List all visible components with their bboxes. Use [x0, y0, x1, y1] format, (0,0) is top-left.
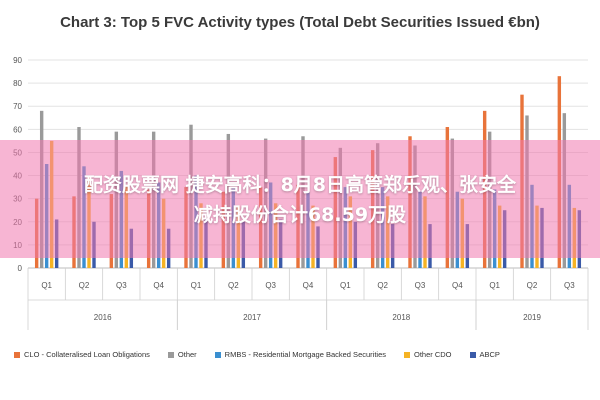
x-tick-label: Q3 — [415, 281, 426, 290]
y-tick-label: 70 — [13, 102, 22, 111]
x-tick-label: Q3 — [265, 281, 276, 290]
banner-line-2: 减持股份合计68.59万股 — [193, 204, 407, 226]
x-tick-label: Q2 — [228, 281, 239, 290]
legend-label: ABCP — [479, 350, 500, 359]
year-label: 2017 — [243, 313, 261, 322]
year-label: 2019 — [523, 313, 541, 322]
y-tick-label: 60 — [13, 125, 22, 134]
chart-legend: CLO - Collateralised Loan Obligations Oth… — [14, 350, 594, 359]
x-tick-label: Q4 — [303, 281, 314, 290]
x-tick-label: Q2 — [527, 281, 538, 290]
legend-label: Other — [177, 350, 197, 359]
legend-swatch — [14, 351, 20, 358]
year-label: 2016 — [94, 313, 112, 322]
legend-label: Other CDO — [414, 350, 452, 359]
legend-label: RMBS - Residential Mortgage Backed Secur… — [224, 350, 386, 359]
chart-title: Chart 3: Top 5 FVC Activity types (Total… — [60, 14, 540, 31]
x-tick-label: Q1 — [41, 281, 52, 290]
x-tick-label: Q2 — [377, 281, 388, 290]
banner-line-1: 配资股票网 捷安高科：8月8日高管郑乐观、张安全 — [83, 174, 517, 196]
year-label: 2018 — [392, 313, 410, 322]
legend-item: CLO - Collateralised Loan Obligations — [14, 350, 150, 359]
x-tick-label: Q1 — [489, 281, 500, 290]
x-tick-label: Q2 — [79, 281, 90, 290]
legend-swatch — [167, 351, 174, 358]
legend-item: ABCP — [469, 350, 500, 359]
x-tick-label: Q3 — [564, 281, 575, 290]
legend-item: Other CDO — [404, 350, 452, 359]
y-tick-label: 90 — [13, 56, 22, 65]
y-tick-label: 80 — [13, 79, 22, 88]
x-tick-label: Q4 — [452, 281, 463, 290]
legend-label: CLO - Collateralised Loan Obligations — [24, 350, 150, 359]
x-tick-label: Q1 — [191, 281, 202, 290]
overlay-banner-text: 配资股票网 捷安高科：8月8日高管郑乐观、张安全 减持股份合计68.59万股 — [0, 170, 600, 230]
legend-item: Other — [167, 350, 197, 359]
legend-item: RMBS - Residential Mortgage Backed Secur… — [214, 350, 386, 359]
x-tick-label: Q4 — [153, 281, 164, 290]
legend-swatch — [404, 351, 410, 358]
legend-swatch — [469, 351, 476, 358]
x-tick-label: Q1 — [340, 281, 351, 290]
overlay-banner — [0, 140, 600, 258]
x-tick-label: Q3 — [116, 281, 127, 290]
legend-swatch — [214, 351, 221, 358]
y-tick-label: 0 — [18, 264, 23, 273]
